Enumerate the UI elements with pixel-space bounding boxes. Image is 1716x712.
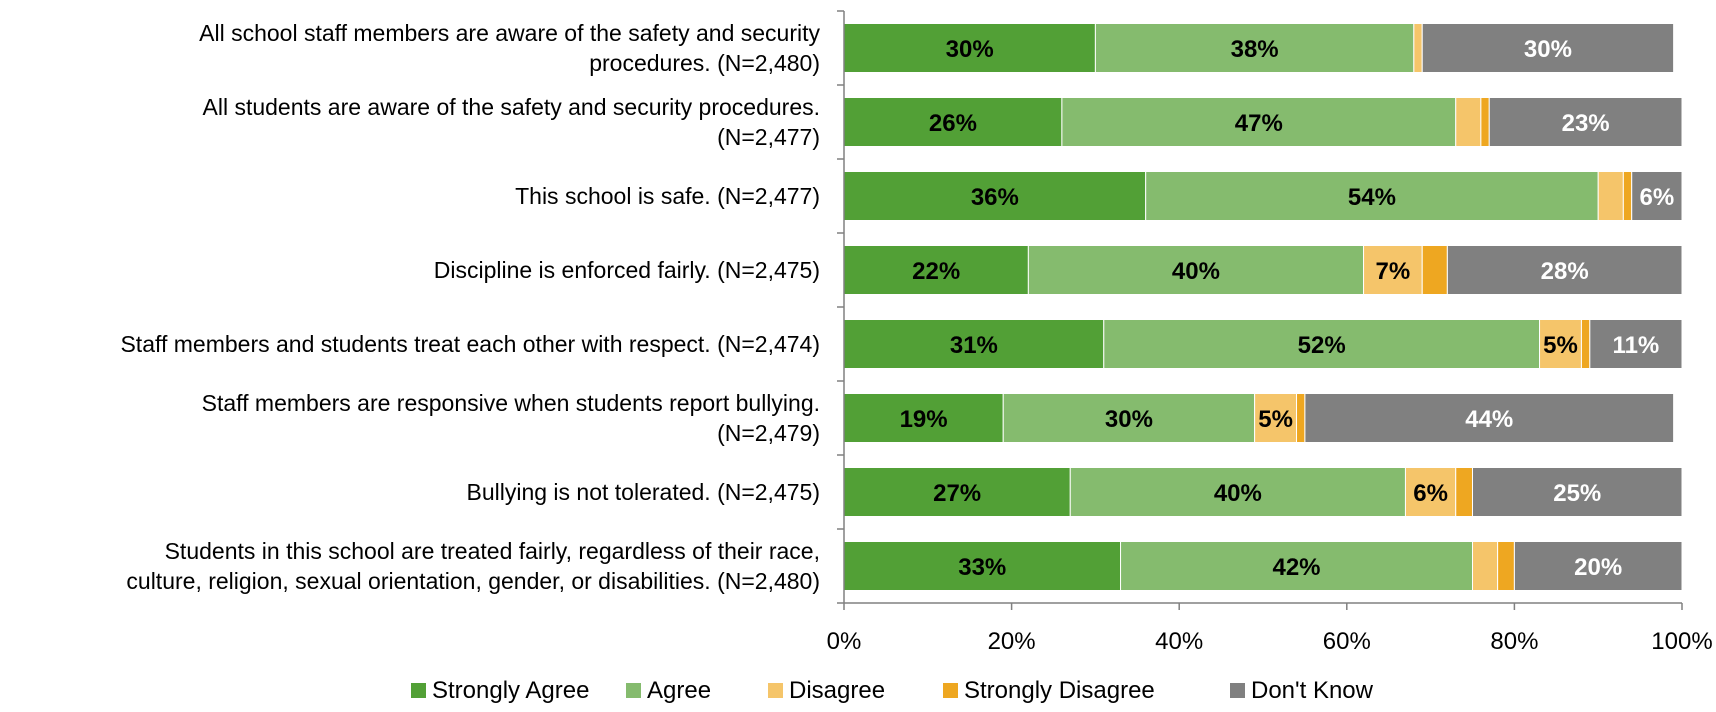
category-label: culture, religion, sexual orientation, g… [126, 568, 820, 594]
data-label: 27% [933, 480, 981, 507]
bar-segment [1488, 97, 1683, 147]
bar-segment [843, 245, 1029, 295]
category-label: Discipline is enforced fairly. (N=2,475) [434, 257, 820, 283]
legend-swatch [1230, 683, 1245, 698]
category-label: Staff members and students treat each ot… [120, 331, 820, 357]
bar-segment [1455, 467, 1473, 517]
bar-segment [1497, 541, 1515, 591]
x-tick-label: 100% [1651, 628, 1712, 655]
category-label: This school is safe. (N=2,477) [515, 183, 820, 209]
bar-segment [1472, 541, 1499, 591]
legend-label: Strongly Disagree [964, 677, 1155, 704]
bar-segment [1363, 245, 1423, 295]
data-label: 47% [1235, 110, 1283, 137]
bar-segment [843, 23, 1096, 73]
bar-segment [843, 171, 1147, 221]
bar-segment [1069, 467, 1406, 517]
bar-segment [1472, 467, 1683, 517]
legend-swatch [768, 683, 783, 698]
bar-segment [843, 319, 1105, 369]
bar-segment [1580, 319, 1591, 369]
bar-segment [1421, 23, 1675, 73]
legend-swatch [411, 683, 426, 698]
x-tick-label: 60% [1323, 628, 1371, 655]
legend-swatch [943, 683, 958, 698]
bar-segment [1539, 319, 1582, 369]
category-labels: All school staff members are aware of th… [120, 20, 820, 594]
bar-segment [1296, 393, 1306, 443]
data-label: 6% [1640, 184, 1675, 211]
bar-segment [1480, 97, 1490, 147]
data-label: 33% [958, 554, 1006, 581]
data-label: 22% [912, 258, 960, 285]
bar-segment [1103, 319, 1541, 369]
bar-segment [1145, 171, 1599, 221]
legend-swatch [626, 683, 641, 698]
x-tick-label: 80% [1490, 628, 1538, 655]
bar-segment [843, 97, 1063, 147]
bar-segment [1446, 245, 1683, 295]
bar-segment [1455, 97, 1482, 147]
category-label: Bullying is not tolerated. (N=2,475) [466, 479, 820, 505]
bar-segment [1589, 319, 1683, 369]
category-label: procedures. (N=2,480) [589, 50, 820, 76]
data-label: 54% [1348, 184, 1396, 211]
data-label: 38% [1231, 36, 1279, 63]
legend-label: Disagree [789, 677, 885, 704]
bar-segment [1622, 171, 1633, 221]
data-label: 31% [950, 332, 998, 359]
bar-segment [1094, 23, 1415, 73]
data-label: 23% [1562, 110, 1610, 137]
data-label: 44% [1465, 406, 1513, 433]
legend-label: Agree [647, 677, 711, 704]
data-label: 26% [929, 110, 977, 137]
data-label: 28% [1541, 258, 1589, 285]
bar-segment [1120, 541, 1474, 591]
bar-segment [1597, 171, 1624, 221]
legend: Strongly Agree Agree Disagree Strongly Disa… [411, 677, 1374, 704]
bar-segment [1254, 393, 1298, 443]
bar-segment [1061, 97, 1457, 147]
x-tick-label: 20% [988, 628, 1036, 655]
bar-segment [1413, 23, 1423, 73]
category-label: (N=2,477) [717, 124, 820, 150]
category-label: All school staff members are aware of th… [199, 20, 820, 46]
data-label: 11% [1613, 332, 1660, 359]
x-tick-label: 40% [1155, 628, 1203, 655]
data-label: 42% [1272, 554, 1320, 581]
data-label: 40% [1172, 258, 1220, 285]
x-axis: 0% 20% 40% 60% 80% 100% [827, 10, 1713, 655]
legend-label: Don't Know [1251, 677, 1374, 704]
data-label: 6% [1413, 480, 1448, 507]
x-tick-label: 0% [827, 628, 862, 655]
data-label: 5% [1543, 332, 1578, 359]
data-label: 20% [1574, 554, 1622, 581]
bars: 30% 38% 30% 26% 47% 23% 36% 54% 6% 22% 40% 7% 28% 31%… [843, 23, 1683, 591]
bar-segment [1421, 245, 1448, 295]
category-label: Staff members are responsive when studen… [202, 390, 820, 416]
data-label: 40% [1214, 480, 1262, 507]
category-label: (N=2,479) [717, 420, 820, 446]
data-label: 7% [1376, 258, 1411, 285]
data-label: 30% [946, 36, 994, 63]
bar-segment [1002, 393, 1256, 443]
category-label: All students are aware of the safety and… [203, 94, 821, 120]
category-label: Students in this school are treated fair… [165, 538, 820, 564]
data-label: 25% [1553, 480, 1601, 507]
data-label: 52% [1298, 332, 1346, 359]
data-label: 30% [1524, 36, 1572, 63]
bar-segment [1631, 171, 1683, 221]
data-label: 5% [1258, 406, 1293, 433]
data-label: 36% [971, 184, 1019, 211]
data-label: 19% [900, 406, 948, 433]
data-label: 30% [1105, 406, 1153, 433]
bar-segment [843, 467, 1071, 517]
bar-segment [1304, 393, 1675, 443]
legend-label: Strongly Agree [432, 677, 589, 704]
bar-segment [1513, 541, 1683, 591]
